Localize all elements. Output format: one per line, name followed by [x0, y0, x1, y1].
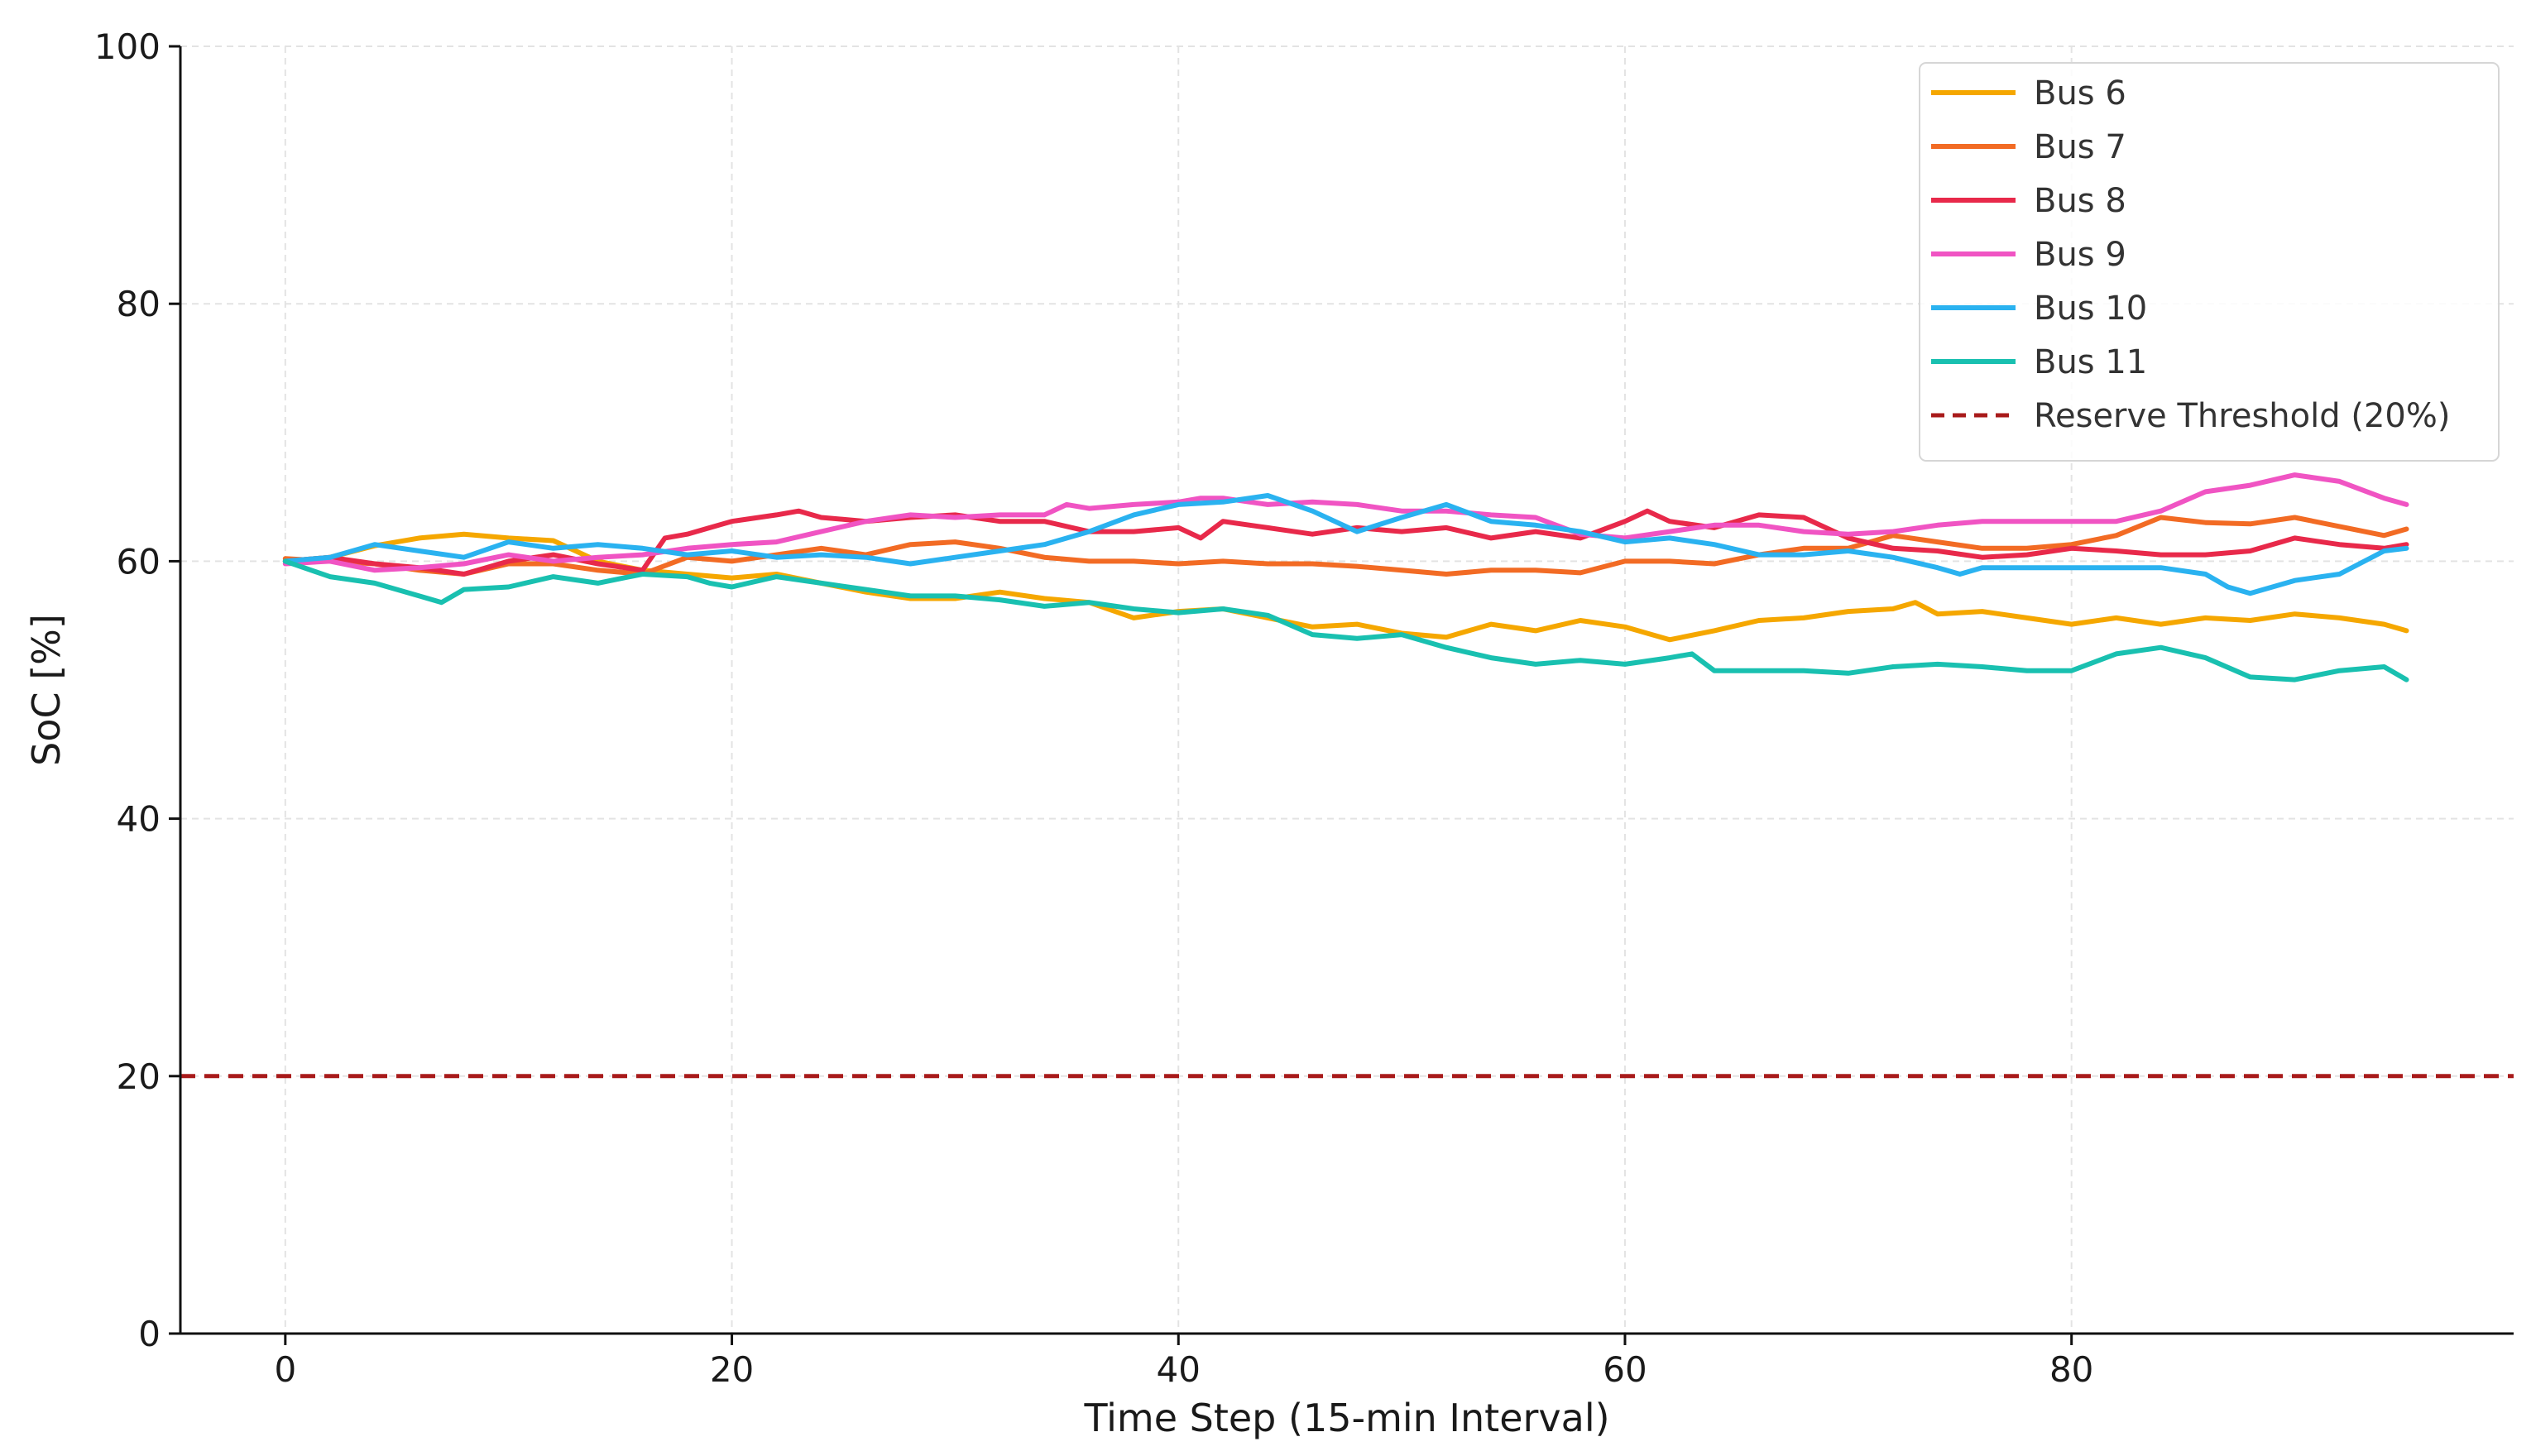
- y-tick-label: 60: [117, 541, 161, 582]
- series-line-bus-10: [282, 493, 2409, 596]
- y-tick-label: 100: [94, 26, 161, 67]
- x-tick-label: 20: [710, 1349, 754, 1390]
- x-tick-label: 80: [2049, 1349, 2093, 1390]
- legend-label: Bus 11: [2034, 343, 2147, 381]
- legend-label: Bus 9: [2034, 236, 2126, 274]
- legend-label: Reserve Threshold (20%): [2034, 397, 2450, 435]
- y-tick-label: 80: [117, 284, 161, 324]
- x-tick-label: 0: [274, 1349, 296, 1390]
- y-tick-label: 40: [117, 799, 161, 840]
- y-axis-title: SoC [%]: [24, 614, 69, 766]
- y-tick-label: 20: [117, 1056, 161, 1097]
- legend-label: Bus 10: [2034, 290, 2147, 328]
- legend-label: Bus 7: [2034, 128, 2126, 166]
- x-tick-label: 40: [1157, 1349, 1201, 1390]
- x-axis-title: Time Step (15-min Interval): [1083, 1396, 1609, 1440]
- y-axis-ticks: 0 20 40 60 80 100: [94, 26, 180, 1354]
- legend-label: Bus 6: [2034, 74, 2126, 113]
- series-line-bus-11: [282, 558, 2409, 682]
- axes: [179, 46, 2514, 1335]
- legend-label: Bus 8: [2034, 182, 2126, 220]
- series-group: [180, 472, 2514, 1079]
- x-tick-label: 60: [1603, 1349, 1647, 1390]
- legend: Bus 6 Bus 7 Bus 8 Bus 9 Bus 10 Bus 11 Reserve …: [1919, 62, 2500, 462]
- y-tick-label: 0: [138, 1314, 161, 1354]
- x-axis-ticks: 0 20 40 60 80: [274, 1334, 2093, 1390]
- legend-frame: [1919, 62, 2500, 462]
